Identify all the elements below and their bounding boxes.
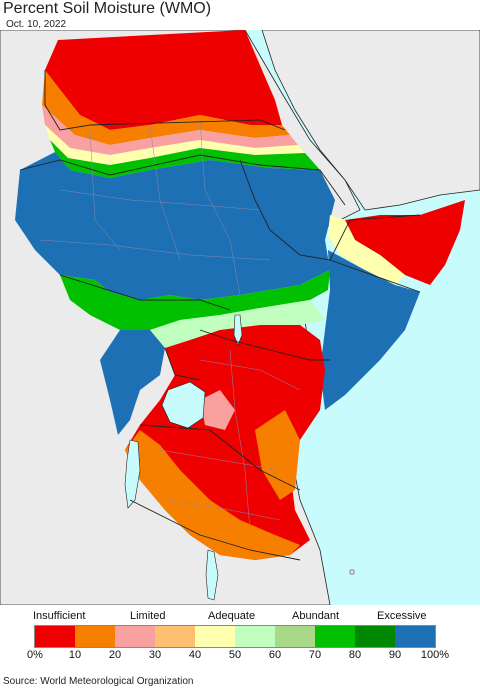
moisture-region-north-red <box>45 30 282 130</box>
legend-tick-label: 0% <box>27 649 43 661</box>
legend-label-limited: Limited <box>130 610 166 622</box>
moisture-band-north-orange <box>42 70 290 145</box>
legend-swatch-8 <box>355 626 395 647</box>
legend-swatch-1 <box>75 626 115 647</box>
legend-label-excessive: Excessive <box>377 610 427 622</box>
legend-tick-label: 80 <box>348 649 362 661</box>
legend-swatch-4 <box>195 626 235 647</box>
lake-turkana <box>233 314 243 346</box>
island-comoros <box>349 569 355 575</box>
moisture-band-somalia-yellow <box>328 215 405 285</box>
legend-tick-label: 20 <box>108 649 122 661</box>
legend-swatch-3 <box>155 626 195 647</box>
lake-victoria <box>161 381 206 429</box>
legend-label-insufficient: Insufficient <box>33 610 86 622</box>
legend-label-adequate: Adequate <box>208 610 256 622</box>
source-credit: Source: World Meteorological Organizatio… <box>3 676 194 687</box>
moisture-band-north-pink <box>42 105 298 155</box>
moisture-band-south-pink <box>200 390 235 430</box>
legend-swatch-0 <box>35 626 75 647</box>
legend-tick-label: 100% <box>420 649 450 661</box>
lake-malawi <box>205 549 219 601</box>
lake-tanganyika <box>124 439 141 509</box>
map-title: Percent Soil Moisture (WMO) <box>3 0 212 17</box>
legend-color-bar <box>34 625 436 648</box>
moisture-band-north-green <box>50 140 320 178</box>
legend-tick-label: 90 <box>388 649 402 661</box>
legend-tick-label: 50 <box>228 649 242 661</box>
moisture-region-somalia-blue <box>320 250 420 410</box>
moisture-region-west-blue <box>100 330 165 435</box>
legend-swatch-6 <box>275 626 315 647</box>
moisture-band-north-yellow <box>45 125 305 165</box>
moisture-band-south-orange <box>125 430 300 560</box>
moisture-region-central-blue <box>15 152 335 300</box>
country-borders <box>19 70 421 561</box>
legend-tick-label: 10 <box>68 649 82 661</box>
map-date: Oct. 10, 2022 <box>6 19 67 30</box>
legend-swatch-2 <box>115 626 155 647</box>
soil-moisture-map <box>0 30 480 605</box>
legend-swatch-5 <box>235 626 275 647</box>
admin-boundaries <box>39 119 301 531</box>
outside-land-arabia <box>261 30 480 211</box>
moisture-band-south-orange-2 <box>255 410 300 500</box>
legend-tick-label: 40 <box>188 649 202 661</box>
legend-tick-label: 60 <box>268 649 282 661</box>
legend-swatch-7 <box>315 626 355 647</box>
moisture-region-somalia-red <box>345 200 465 285</box>
legend-swatch-9 <box>395 626 435 647</box>
legend-tick-label: 30 <box>148 649 162 661</box>
legend-label-abundant: Abundant <box>292 610 340 622</box>
legend-tick-label: 70 <box>308 649 322 661</box>
